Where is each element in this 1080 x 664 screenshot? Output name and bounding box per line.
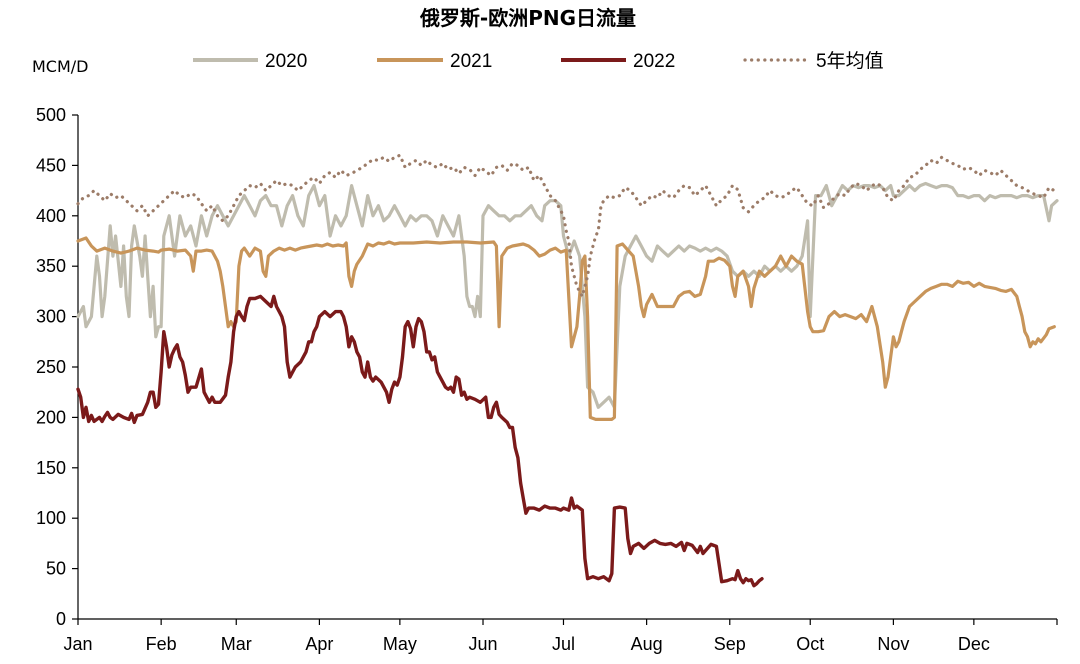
series-line-2021 — [76, 236, 1056, 421]
y-tick-label: 0 — [56, 609, 66, 629]
series-line-2022 — [76, 294, 764, 588]
x-tick-label: Sep — [714, 634, 746, 654]
legend-label-5yr-avg: 5年均值 — [816, 50, 884, 72]
y-tick-label: 100 — [36, 508, 66, 528]
legend-item-5yr-avg: 5年均值 — [743, 50, 884, 72]
y-tick-label: 450 — [36, 155, 66, 175]
legend-label-2021: 2021 — [450, 51, 492, 72]
legend-item-2020: 2020 — [193, 51, 307, 72]
y-tick-label: 300 — [36, 307, 66, 327]
y-tick-label: 150 — [36, 458, 66, 478]
x-tick-label: Aug — [631, 634, 663, 654]
series-layer — [76, 153, 1059, 588]
x-tick-label: Jan — [63, 634, 92, 654]
x-tick-label: Oct — [796, 634, 824, 654]
series-line-5yr-avg — [76, 153, 1056, 298]
x-tick-label: Dec — [958, 634, 990, 654]
x-tick-label: Jun — [468, 634, 497, 654]
chart-title: 俄罗斯-欧洲PNG日流量 — [419, 6, 636, 30]
y-axis-unit-label: MCM/D — [32, 57, 89, 76]
legend-label-2022: 2022 — [633, 51, 675, 72]
y-tick-label: 500 — [36, 105, 66, 125]
legend-item-2022: 2022 — [561, 51, 675, 72]
legend-label-2020: 2020 — [265, 51, 307, 72]
x-tick-label: Apr — [305, 634, 333, 654]
y-tick-label: 350 — [36, 256, 66, 276]
axes: 0 50 100 150 200 250 300 350 400 450 500 Jan Feb Mar A… — [36, 105, 1058, 654]
x-tick-label: Mar — [221, 634, 252, 654]
y-tick-label: 400 — [36, 206, 66, 226]
x-tick-label: Feb — [146, 634, 177, 654]
x-tick-label: May — [383, 634, 417, 654]
legend: 2020 2021 2022 5年均值 — [193, 50, 884, 72]
y-tick-label: 200 — [36, 407, 66, 427]
y-tick-label: 250 — [36, 357, 66, 377]
y-tick-label: 50 — [46, 559, 66, 579]
x-tick-label: Jul — [552, 634, 575, 654]
legend-item-2021: 2021 — [377, 51, 492, 72]
x-tick-label: Nov — [877, 634, 909, 654]
